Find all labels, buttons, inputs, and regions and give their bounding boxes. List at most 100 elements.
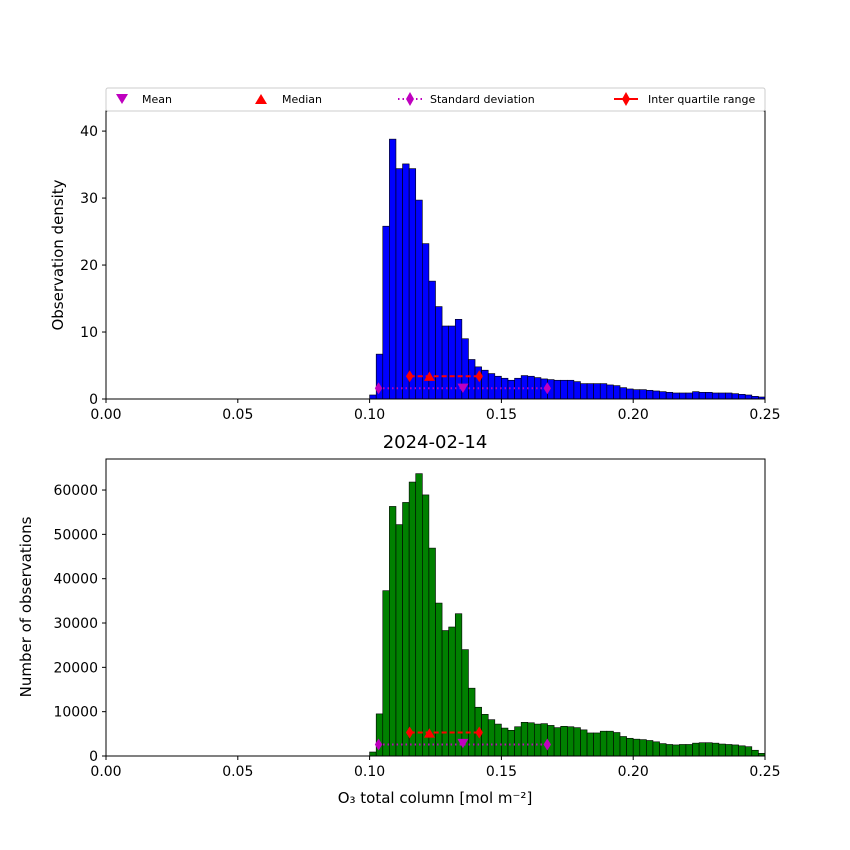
bottom-y-tick-label: 30000 (53, 616, 98, 632)
bottom-histogram-bars (369, 473, 766, 757)
top-histogram-bar (481, 369, 489, 400)
legend: Mean Median Standard deviation Inter qua… (105, 87, 766, 112)
top-histogram-bar (738, 394, 746, 400)
top-histogram-bar (586, 383, 594, 400)
top-histogram-panel: 0.00 0.05 0.10 0.15 0.20 0.25 0 10 20 30 40 Obser… (49, 110, 781, 423)
legend-median-label: Median (282, 93, 322, 106)
top-histogram-bar (652, 390, 660, 400)
bottom-histogram-bar (395, 524, 403, 757)
bottom-histogram-bar (553, 727, 562, 757)
top-histogram-bar (731, 393, 739, 400)
bottom-histogram-bar (672, 744, 680, 757)
top-y-tick-label: 0 (89, 392, 98, 408)
top-histogram-bar (593, 383, 601, 400)
bottom-histogram-bar (665, 744, 674, 757)
bottom-x-tick-label: 0.05 (222, 764, 253, 780)
top-y-tick-label: 30 (80, 191, 98, 207)
top-histogram-bar (487, 373, 496, 400)
bottom-histogram-bar (613, 732, 621, 757)
top-x-tick-label: 0.05 (222, 407, 253, 423)
bottom-y-axis-title: Number of observations (17, 516, 35, 697)
bottom-histogram-bar (454, 613, 463, 757)
top-histogram-bar (718, 392, 726, 400)
bottom-histogram-bar (639, 739, 647, 757)
top-histogram-bar (613, 385, 621, 400)
top-histogram-bar (415, 199, 423, 400)
bottom-y-tick-label: 10000 (53, 705, 98, 721)
bottom-histogram-bar (738, 745, 746, 757)
bottom-histogram-bar (692, 742, 700, 757)
bottom-histogram-bar (698, 742, 706, 757)
top-std-range-endpoint (374, 382, 383, 395)
bottom-std-range-endpoint (374, 738, 383, 751)
top-histogram-bar (560, 379, 568, 400)
legend-iqr-label: Inter quartile range (648, 93, 755, 106)
top-histogram-bar (474, 366, 482, 400)
top-y-tick-label: 40 (80, 124, 98, 140)
bottom-histogram-bar (514, 726, 522, 757)
top-histogram-bar (402, 163, 410, 400)
top-statistics-markers (374, 370, 551, 395)
bottom-std-range-endpoint (543, 738, 551, 751)
top-y-ticks: 0 10 20 30 40 (80, 124, 106, 408)
top-histogram-bar (705, 391, 713, 400)
bottom-histogram-bar (408, 481, 417, 757)
top-histogram-bar (428, 280, 436, 400)
top-histogram-bar (672, 392, 680, 400)
top-x-tick-label: 0.20 (618, 407, 649, 423)
bottom-histogram-bar (619, 736, 627, 757)
legend-frame (105, 87, 766, 112)
legend-iqr-diamond-icon (622, 92, 630, 106)
top-histogram-bar (725, 392, 733, 400)
bottom-histogram-bar (520, 722, 529, 757)
top-y-tick-label: 10 (80, 325, 98, 341)
top-histogram-bar (692, 391, 700, 400)
bottom-histogram-bar (389, 506, 397, 757)
top-histogram-bar (599, 383, 608, 400)
bottom-histogram-bar (422, 494, 430, 757)
top-mean-marker (457, 383, 469, 393)
top-histogram-bar (408, 168, 417, 400)
bottom-iqr-range-endpoint (405, 726, 414, 739)
top-histogram-bar (534, 377, 542, 400)
bottom-histogram-panel: 2024-02-14 0.00 0.05 0.10 0.15 0.20 0.25 0 100… (17, 432, 781, 807)
legend-std-diamond-icon (406, 92, 414, 106)
top-histogram-bar (665, 391, 674, 400)
top-histogram-bar (527, 375, 535, 400)
top-histogram-bar (606, 384, 614, 400)
bottom-histogram-bar (626, 737, 634, 757)
bottom-histogram-bar (566, 726, 575, 757)
bottom-histogram-bar (369, 751, 377, 757)
bottom-x-tick-label: 0.00 (90, 764, 121, 780)
bottom-statistics-markers (374, 726, 551, 751)
top-histogram-bar (679, 392, 687, 400)
top-histogram-bar (573, 381, 581, 400)
bottom-histogram-bar (441, 630, 449, 757)
top-histogram-bar (580, 383, 588, 400)
bottom-x-axis-title: O₃ total column [mol m⁻²] (338, 789, 533, 807)
bottom-histogram-bar (652, 741, 660, 757)
bottom-histogram-bar (494, 723, 502, 757)
bottom-y-tick-label: 50000 (53, 527, 98, 543)
top-histogram-bar (566, 379, 575, 400)
bottom-x-tick-label: 0.20 (618, 764, 649, 780)
bottom-y-tick-label: 20000 (53, 660, 98, 676)
bottom-histogram-bar (501, 727, 509, 757)
bottom-histogram-bar (632, 738, 641, 757)
bottom-x-tick-label: 0.25 (749, 764, 780, 780)
bottom-histogram-bar (705, 742, 713, 757)
bottom-x-tick-label: 0.10 (354, 764, 385, 780)
top-x-ticks: 0.00 0.05 0.10 0.15 0.20 0.25 (90, 399, 781, 423)
legend-median-marker-icon (255, 94, 267, 104)
bottom-histogram-bar (593, 732, 601, 757)
top-histogram-bar (619, 387, 627, 400)
bottom-histogram-bar (659, 743, 667, 757)
bottom-histogram-bar (711, 742, 720, 757)
bottom-y-tick-label: 0 (89, 749, 98, 765)
bottom-histogram-bar (679, 744, 687, 757)
bottom-y-tick-label: 40000 (53, 572, 98, 588)
top-histogram-bar (395, 168, 403, 400)
top-histogram-bar (711, 392, 720, 400)
bottom-histogram-bar (586, 732, 594, 757)
top-histogram-bar (369, 394, 377, 400)
